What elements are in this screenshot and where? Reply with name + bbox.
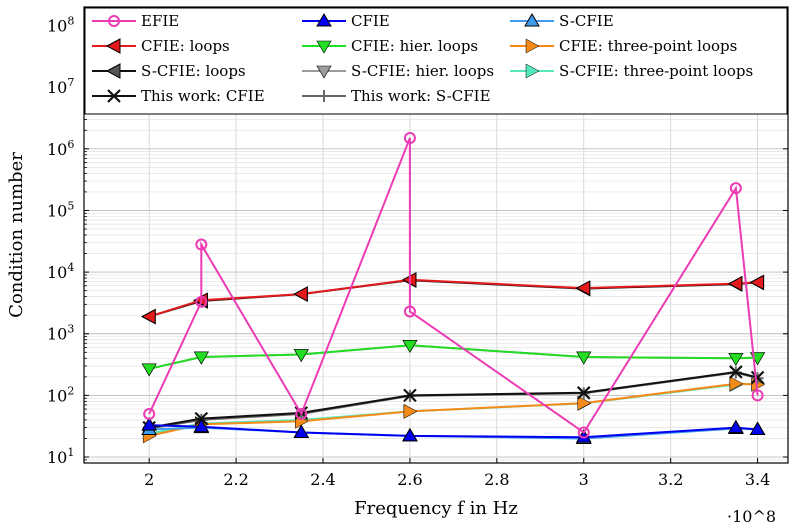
legend-item: S-CFIE: hier. loops (302, 62, 494, 80)
data-point (293, 349, 309, 363)
legend-item: CFIE: hier. loops (302, 37, 478, 55)
data-point (402, 339, 418, 353)
y-tick-label: 104 (47, 261, 74, 282)
data-point (143, 407, 156, 420)
legend-label: S-CFIE: loops (141, 62, 246, 80)
legend-label: This work: S-CFIE (351, 87, 491, 105)
y-tick-label: 107 (47, 76, 74, 97)
legend-item: S-CFIE: loops (92, 62, 246, 80)
x-axis-label: Frequency f in Hz (354, 498, 518, 519)
legend-label: S-CFIE: three-point loops (559, 62, 753, 80)
legend-label: CFIE: three-point loops (559, 37, 737, 55)
legend-label: CFIE: loops (141, 37, 230, 55)
series-cfie (141, 417, 766, 443)
y-axis-label: Condition number (6, 152, 27, 318)
series-layer (141, 131, 766, 444)
legend-item: S-CFIE: three-point loops (510, 62, 753, 80)
legend-item: This work: CFIE (92, 87, 265, 105)
x-tick-label: 2 (144, 470, 154, 489)
y-tick-label: 105 (47, 199, 74, 220)
data-point (141, 417, 158, 431)
data-point (293, 286, 308, 302)
legend-label: EFIE (141, 12, 179, 30)
legend-item: CFIE: three-point loops (510, 37, 737, 55)
data-point (195, 238, 208, 251)
y-tick-label: 101 (47, 446, 74, 467)
legend-marker (108, 15, 120, 27)
data-point (194, 411, 209, 426)
legend-marker (105, 38, 121, 54)
x-tick-label: 2.6 (397, 470, 422, 489)
x-tick-label: 3.4 (745, 470, 770, 489)
x-tick-label: 3 (579, 470, 589, 489)
legend-box (84, 7, 788, 115)
data-point (727, 275, 743, 292)
data-point (403, 131, 416, 144)
legend: EFIE CFIE S-CFIE CFIE: loops CFIE: hier. loo… (84, 7, 788, 115)
data-point (749, 274, 765, 291)
data-point (403, 403, 418, 419)
y-tick-label: 102 (47, 384, 74, 405)
data-point (195, 295, 208, 308)
legend-label: S-CFIE: hier. loops (351, 62, 494, 80)
legend-marker (107, 89, 121, 103)
data-point (751, 389, 764, 402)
data-point (727, 419, 744, 434)
legend-marker (316, 40, 332, 54)
series-line (148, 344, 758, 370)
x-tick-label: 3.2 (658, 470, 683, 489)
y-tick-label: 106 (47, 138, 74, 159)
data-point (403, 388, 417, 403)
data-point (141, 363, 157, 377)
y-tick-label: 103 (47, 323, 74, 344)
data-point (576, 351, 592, 365)
data-point (293, 424, 310, 438)
data-point (729, 182, 742, 195)
legend-marker (524, 13, 540, 27)
legend-marker (105, 63, 121, 79)
x-tick-label: 2.2 (223, 470, 248, 489)
legend-label: CFIE (351, 12, 390, 30)
series-cfie-hier-loops (141, 339, 766, 377)
legend-label: This work: CFIE (141, 87, 265, 105)
legend-item: CFIE: loops (92, 37, 230, 55)
axes: 2 2.2 2.4 2.6 2.8 3 3.2 3.4 101 102 103 104 105 106 10… (47, 6, 788, 489)
legend-marker (525, 38, 540, 54)
data-point (729, 365, 743, 379)
data-point (577, 395, 592, 411)
x-tick-label: 2.8 (484, 470, 509, 489)
data-point (728, 352, 744, 366)
legend-item: This work: S-CFIE (302, 87, 491, 105)
data-point (141, 308, 156, 325)
data-point (576, 386, 591, 400)
data-point (193, 351, 209, 365)
data-point (403, 305, 416, 318)
legend-marker (316, 13, 332, 27)
series-line (148, 137, 759, 434)
x-tick-label: 2.4 (310, 470, 335, 489)
data-point (402, 427, 418, 442)
data-point (577, 426, 590, 439)
x-multiplier-label: ·10^8 (727, 507, 776, 526)
data-point (193, 418, 210, 433)
data-point (575, 280, 591, 296)
legend-item: CFIE (302, 12, 390, 30)
data-point (729, 376, 744, 392)
legend-label: CFIE: hier. loops (351, 37, 478, 55)
series-efie (143, 131, 764, 439)
data-point (749, 421, 766, 435)
series-line (149, 424, 758, 439)
data-point (750, 370, 765, 385)
data-point (295, 407, 308, 420)
legend-marker (318, 90, 330, 102)
legend-label: S-CFIE (559, 12, 614, 30)
legend-marker (316, 65, 332, 79)
legend-marker (525, 63, 540, 79)
legend-item: EFIE (92, 12, 179, 30)
series-line (149, 370, 758, 429)
y-tick-label: 108 (47, 15, 74, 36)
legend-item: S-CFIE (510, 12, 614, 30)
